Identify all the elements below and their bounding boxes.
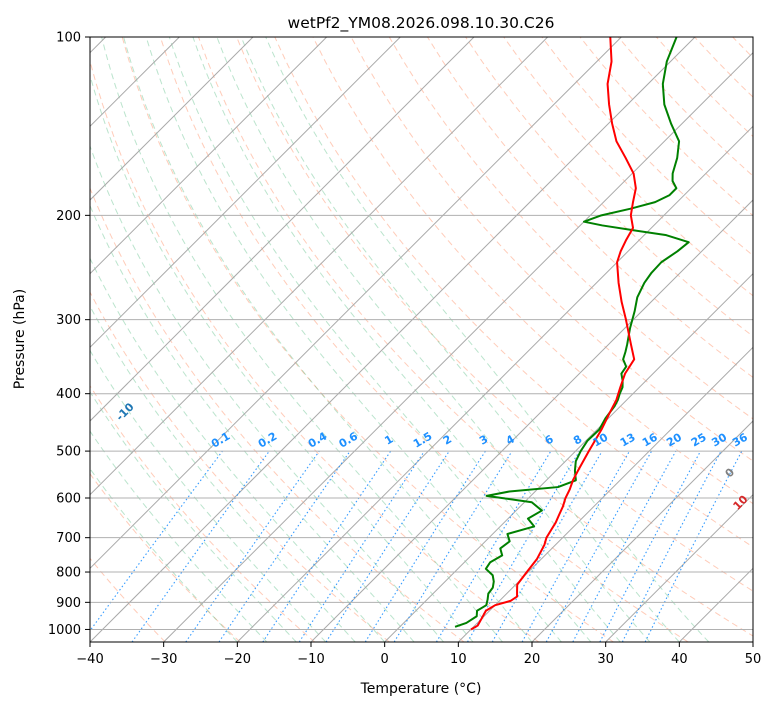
mixing-ratio-line bbox=[131, 450, 270, 642]
y-tick-label: 800 bbox=[56, 566, 81, 581]
dry-adiabat bbox=[159, 37, 689, 642]
moist-adiabat bbox=[90, 257, 386, 642]
temperature-line bbox=[470, 37, 637, 631]
mixing-ratio-line bbox=[218, 450, 351, 642]
y-tick-label: 500 bbox=[56, 445, 81, 460]
moist-adiabat bbox=[168, 37, 592, 642]
isotherm bbox=[605, 493, 753, 642]
x-axis: −40 −30 −20 −10 0 10 20 30 40 50 bbox=[76, 642, 761, 667]
moist-adiabat bbox=[145, 37, 562, 642]
isotherm bbox=[384, 272, 753, 642]
isotherm bbox=[236, 125, 753, 642]
y-tick-label: 900 bbox=[56, 596, 81, 611]
mixing-ratio-line bbox=[393, 450, 513, 642]
x-tick-label: 50 bbox=[745, 652, 762, 667]
y-tick-label: 600 bbox=[56, 492, 81, 507]
isotherm bbox=[90, 37, 401, 349]
x-tick-label: 30 bbox=[597, 652, 614, 667]
moist-adiabat bbox=[90, 467, 238, 642]
dry-adiabat bbox=[350, 37, 753, 462]
dry-adiabat bbox=[274, 37, 753, 548]
mixing-ratio-line bbox=[90, 450, 223, 632]
moist-adiabat bbox=[123, 37, 533, 642]
x-tick-label: 0 bbox=[381, 652, 389, 667]
dry-adiabat bbox=[90, 472, 241, 642]
dry-adiabat bbox=[312, 37, 753, 505]
dry-adiabat bbox=[90, 384, 316, 642]
isotherm bbox=[457, 346, 753, 642]
y-tick-label: 700 bbox=[56, 531, 81, 546]
mixing-ratio-line bbox=[325, 450, 450, 642]
y-tick-label: 300 bbox=[56, 313, 81, 328]
mixing-ratio-line bbox=[521, 450, 630, 642]
mixing-ratio-line bbox=[644, 450, 743, 642]
dry-adiabat bbox=[90, 59, 540, 642]
x-tick-label: −20 bbox=[224, 652, 251, 667]
isotherm bbox=[90, 37, 475, 422]
x-tick-label: 20 bbox=[524, 652, 541, 667]
dry-adiabat bbox=[503, 37, 753, 297]
isotherm bbox=[90, 37, 696, 642]
dry-adiabat bbox=[90, 291, 390, 642]
mixing-ratio-line bbox=[298, 450, 425, 642]
x-axis-label: Temperature (°C) bbox=[360, 681, 482, 697]
isotherm bbox=[90, 37, 254, 201]
moist-adiabat bbox=[240, 37, 680, 642]
isotherm bbox=[310, 199, 753, 642]
chart-title: wetPf2_YM08.2026.098.10.30.C26 bbox=[288, 14, 555, 33]
dewpoint-line bbox=[454, 37, 690, 628]
y-tick-label: 200 bbox=[56, 209, 81, 224]
dry-adiabat bbox=[426, 37, 753, 378]
dry-adiabat bbox=[388, 37, 753, 420]
dry-adiabat bbox=[121, 37, 614, 642]
y-axis-label: Pressure (hPa) bbox=[12, 289, 28, 389]
moist-adiabat bbox=[216, 37, 651, 642]
mixing-ratio-line bbox=[185, 450, 320, 642]
mixing-ratio-line bbox=[572, 450, 677, 642]
mixing-ratio-line bbox=[545, 450, 653, 642]
y-axis: 100 200 300 400 500 600 700 800 900 1000 bbox=[48, 31, 90, 638]
dry-adiabat bbox=[465, 37, 753, 337]
dry-adiabat bbox=[236, 37, 753, 592]
moist-adiabat bbox=[90, 73, 474, 642]
moist-adiabat bbox=[192, 37, 621, 642]
y-tick-label: 400 bbox=[56, 387, 81, 402]
pressure-grid bbox=[90, 37, 753, 630]
dry-adiabat bbox=[90, 186, 465, 642]
y-tick-label: 1000 bbox=[48, 623, 81, 638]
moist-adiabat bbox=[265, 37, 710, 642]
x-tick-label: 40 bbox=[671, 652, 688, 667]
isotherm bbox=[531, 420, 753, 642]
moist-adiabat-label: 20 bbox=[751, 517, 771, 537]
background-lines bbox=[90, 37, 753, 642]
profiles bbox=[454, 37, 690, 631]
isotherm bbox=[90, 37, 549, 496]
y-tick-label: 100 bbox=[56, 31, 81, 46]
plot-frame bbox=[89, 36, 754, 643]
moist-adiabat bbox=[90, 204, 415, 642]
isotherm bbox=[90, 37, 622, 570]
isotherm bbox=[163, 51, 753, 642]
isotherm bbox=[90, 37, 328, 275]
x-tick-label: −10 bbox=[297, 652, 324, 667]
moist-adiabat bbox=[101, 37, 503, 642]
x-tick-label: −40 bbox=[76, 652, 103, 667]
moist-adiabat bbox=[90, 144, 444, 642]
mixing-ratio-line bbox=[262, 450, 392, 642]
x-tick-label: −30 bbox=[150, 652, 177, 667]
x-tick-label: 10 bbox=[450, 652, 467, 667]
